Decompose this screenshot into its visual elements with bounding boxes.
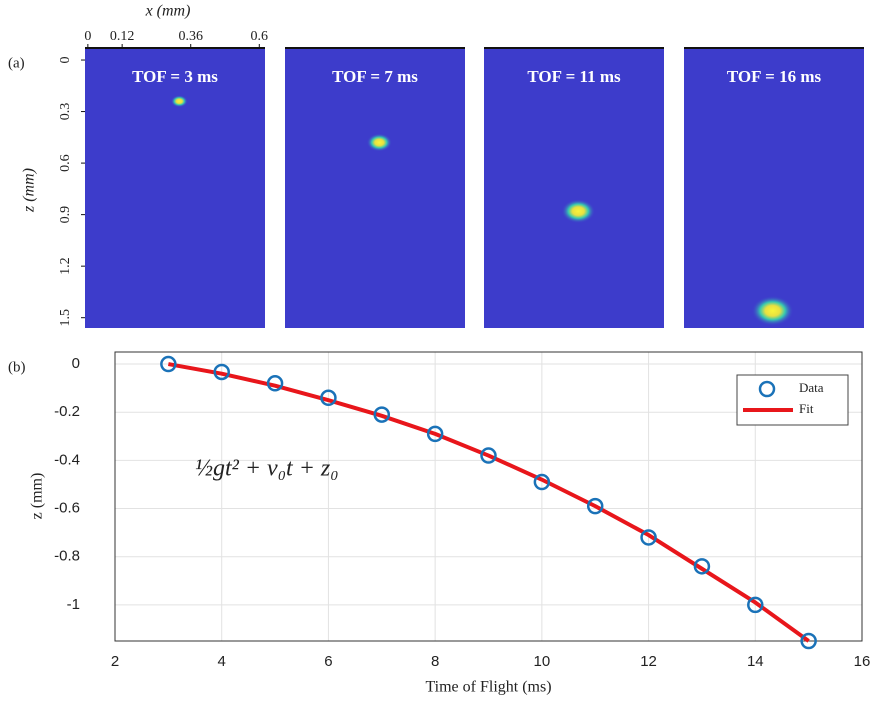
y-tick-label: 1.2	[58, 257, 73, 275]
x-tick-label: 6	[324, 653, 332, 670]
x-tick-label: 14	[747, 653, 764, 670]
image-frame	[484, 48, 664, 328]
x-tick-label: 8	[431, 653, 439, 670]
image-frame	[285, 48, 465, 328]
x-tick-label: 2	[111, 653, 119, 670]
data-point	[480, 447, 497, 464]
data-point	[586, 497, 604, 515]
panel-title: TOF = 11 ms	[527, 67, 621, 86]
y-tick-label: 0	[58, 57, 73, 64]
data-point	[266, 375, 284, 392]
fit-line	[168, 362, 810, 643]
panel-title: TOF = 7 ms	[332, 67, 418, 86]
data-point	[160, 355, 177, 373]
data-point	[320, 389, 337, 407]
panel-label: (b)	[8, 359, 26, 375]
y-tick-label: -0.8	[54, 548, 80, 565]
atom-cloud	[366, 133, 392, 152]
panel-label: (a)	[8, 55, 25, 71]
x-tick-label: 16	[854, 653, 871, 670]
x-axis-label: Time of Flight (ms)	[425, 679, 551, 696]
atom-cloud	[751, 295, 794, 326]
panel-title: TOF = 3 ms	[132, 67, 218, 86]
y-tick-label: -1	[67, 596, 80, 613]
y-axis-label: z (mm)	[21, 168, 38, 213]
data-point	[213, 363, 230, 381]
legend-box	[736, 374, 849, 426]
axes-box	[114, 351, 863, 642]
x-tick-label: 0.6	[251, 29, 269, 44]
y-axis-label: z (mm)	[29, 473, 46, 520]
legend-marker	[758, 380, 776, 398]
y-tick-label: 0.6	[58, 154, 73, 172]
data-point	[640, 529, 657, 546]
y-tick-label: 1.5	[58, 309, 73, 327]
data-point	[693, 558, 711, 575]
x-axis-label: x (mm)	[145, 3, 191, 20]
x-tick-label: 0	[84, 29, 91, 44]
data-point	[533, 473, 551, 491]
data-point	[800, 632, 817, 650]
x-tick-label: 0.12	[110, 29, 135, 44]
y-tick-label: -0.4	[54, 451, 80, 468]
data-point	[747, 596, 764, 614]
y-tick-label: 0.3	[58, 103, 73, 121]
x-tick-label: 12	[640, 653, 657, 670]
legend-label: Fit	[799, 401, 814, 416]
atom-cloud	[170, 95, 188, 108]
x-tick-label: 10	[534, 653, 551, 670]
data-point	[373, 406, 391, 423]
annotation: ½gt² + v₀t + z₀	[195, 456, 339, 482]
image-frame	[85, 48, 265, 328]
y-tick-label: 0	[72, 355, 80, 372]
x-tick-label: 4	[218, 653, 226, 670]
y-tick-label: 0.9	[58, 206, 73, 224]
atom-cloud	[561, 199, 596, 224]
legend-label: Data	[799, 380, 824, 395]
image-frame	[684, 48, 864, 328]
panel-title: TOF = 16 ms	[727, 67, 822, 86]
y-tick-label: -0.6	[54, 500, 80, 517]
data-point	[426, 425, 444, 443]
x-tick-label: 0.36	[178, 29, 203, 44]
y-tick-label: -0.2	[54, 403, 80, 420]
